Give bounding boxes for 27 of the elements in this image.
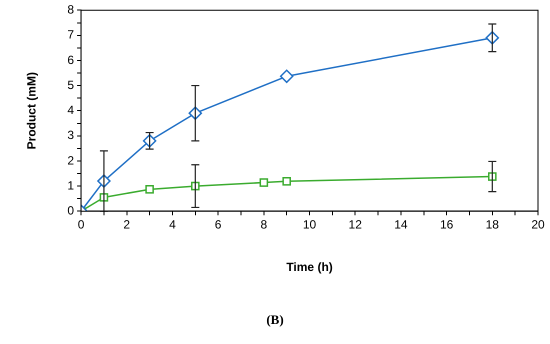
- text: (B): [265, 312, 285, 328]
- x-tick-label: 8: [260, 218, 268, 232]
- y-tick-label: 6: [67, 52, 74, 67]
- point: [282, 177, 291, 186]
- x-tick-label: 12: [348, 218, 362, 232]
- x-tick-label: 16: [440, 218, 454, 232]
- y-tick-label: 0: [67, 204, 74, 218]
- x-tick-label: 0: [78, 218, 85, 232]
- x-tick-label: 6: [214, 218, 222, 232]
- point: [280, 70, 294, 84]
- point: [145, 185, 154, 194]
- x-tick-label: 2: [123, 218, 130, 232]
- y-tick-label: 1: [67, 178, 74, 192]
- point: [260, 178, 268, 187]
- y-axis-title: Product (mM): [24, 72, 39, 150]
- x-tick-label: 10: [302, 218, 317, 232]
- y-tick-label: 5: [67, 78, 74, 92]
- x-tick-label: 4: [169, 218, 176, 232]
- x-axis-title: Time (h): [286, 260, 333, 274]
- y-tick-label: 4: [67, 103, 74, 118]
- y-tick-label: 2: [67, 153, 74, 168]
- y-tick-label: 8: [67, 2, 74, 17]
- y-tick-label: 7: [67, 28, 74, 42]
- x-tick-label: 14: [394, 218, 408, 232]
- x-tick-label: 18: [486, 218, 500, 232]
- x-tick-label: 20: [531, 218, 545, 232]
- y-tick-label: 3: [67, 128, 74, 142]
